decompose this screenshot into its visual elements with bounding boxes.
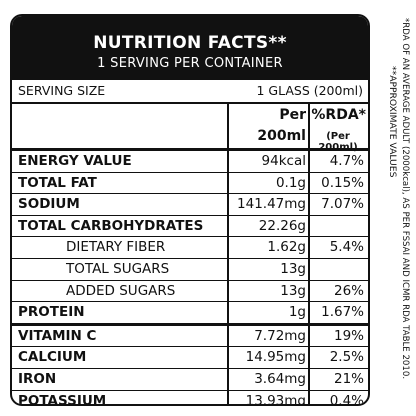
nutrient-row: DIETARY FIBER 1.62g 5.4% [12, 237, 368, 259]
label-subtitle: 1 SERVING PER CONTAINER [97, 56, 283, 71]
nutrient-rda: 2.5% [329, 349, 364, 366]
nutrient-amount: 141.47mg [237, 196, 306, 213]
nutrient-name: POTASSIUM [18, 392, 107, 406]
nutrition-facts-label: NUTRITION FACTS** 1 SERVING PER CONTAINE… [10, 14, 370, 406]
nutrient-rda: 21% [333, 370, 364, 387]
nutrient-row: TOTAL SUGARS 13g [12, 259, 368, 281]
nutrient-row: TOTAL CARBOHYDRATES 22.26g [12, 216, 368, 238]
nutrient-row: CALCIUM 14.95mg 2.5% [12, 347, 368, 369]
rda-reference-note: *RDA OF AN AVERAGE ADULT (2000kcal), AS … [400, 18, 410, 380]
label-title: NUTRITION FACTS** [93, 33, 287, 53]
nutrient-name: ENERGY VALUE [18, 153, 132, 169]
serving-size-value: 1 GLASS (200ml) [256, 83, 363, 98]
nutrient-name: CALCIUM [18, 349, 87, 366]
column-divider-rda [308, 104, 310, 404]
nutrient-amount: 1g [288, 304, 306, 321]
side-footnotes: **APPROXIMATE VALUES *RDA OF AN AVERAGE … [372, 14, 412, 402]
nutrient-amount: 13g [280, 282, 306, 299]
nutrient-rda: 5.4% [329, 239, 364, 256]
nutrient-table: ENERGY VALUE 94kcal 4.7% TOTAL FAT 0.1g … [12, 151, 368, 406]
nutrient-row: VITAMIN C 7.72mg 19% [12, 326, 368, 348]
nutrient-amount: 0.1g [275, 174, 306, 191]
nutrient-row: TOTAL FAT 0.1g 0.15% [12, 173, 368, 195]
per-column-header-unit: 200ml [257, 128, 306, 144]
nutrient-row: PROTEIN 1g 1.67% [12, 302, 368, 326]
nutrient-amount: 1.62g [267, 239, 306, 256]
nutrient-row: ENERGY VALUE 94kcal 4.7% [12, 151, 368, 173]
nutrient-row: ADDED SUGARS 13g 26% [12, 281, 368, 303]
column-header-row: Per 200ml %RDA* (Per 200ml) [12, 104, 368, 153]
nutrient-amount: 3.64mg [254, 370, 306, 387]
serving-size-row: SERVING SIZE 1 GLASS (200ml) [12, 80, 368, 104]
nutrient-amount: 94kcal [261, 153, 306, 169]
nutrient-name: SODIUM [18, 196, 80, 213]
rda-column-header-note: (Per 200ml) [318, 131, 358, 153]
nutrient-name: TOTAL CARBOHYDRATES [18, 217, 204, 234]
nutrient-amount: 13.93mg [245, 392, 306, 406]
nutrient-rda: 4.7% [329, 153, 364, 169]
nutrient-rda: 7.07% [321, 196, 364, 213]
nutrient-amount: 22.26g [258, 217, 306, 234]
nutrient-row: IRON 3.64mg 21% [12, 369, 368, 391]
nutrient-rda: 0.15% [321, 174, 364, 191]
nutrient-amount: 13g [280, 260, 306, 277]
nutrient-rda: 19% [333, 327, 364, 344]
column-divider-amount [227, 104, 229, 404]
nutrient-row: SODIUM 141.47mg 7.07% [12, 194, 368, 216]
rda-column-header: %RDA* [311, 107, 366, 123]
nutrient-rda: 0.4% [329, 392, 364, 406]
label-header: NUTRITION FACTS** 1 SERVING PER CONTAINE… [12, 16, 368, 80]
nutrient-name: PROTEIN [18, 304, 85, 321]
nutrient-amount: 14.95mg [245, 349, 306, 366]
nutrient-rda: 26% [333, 282, 364, 299]
nutrient-amount: 7.72mg [254, 327, 306, 344]
nutrient-name: ADDED SUGARS [66, 282, 176, 299]
nutrient-rda: 1.67% [321, 304, 364, 321]
nutrient-name: IRON [18, 370, 57, 387]
approximate-values-note: **APPROXIMATE VALUES [387, 66, 398, 178]
nutrient-name: VITAMIN C [18, 327, 97, 344]
nutrient-name: TOTAL FAT [18, 174, 97, 191]
nutrient-name: TOTAL SUGARS [66, 260, 170, 277]
nutrient-row: POTASSIUM 13.93mg 0.4% [12, 391, 368, 406]
per-column-header: Per [279, 107, 306, 123]
nutrient-name: DIETARY FIBER [66, 239, 166, 256]
serving-size-label: SERVING SIZE [18, 83, 106, 98]
